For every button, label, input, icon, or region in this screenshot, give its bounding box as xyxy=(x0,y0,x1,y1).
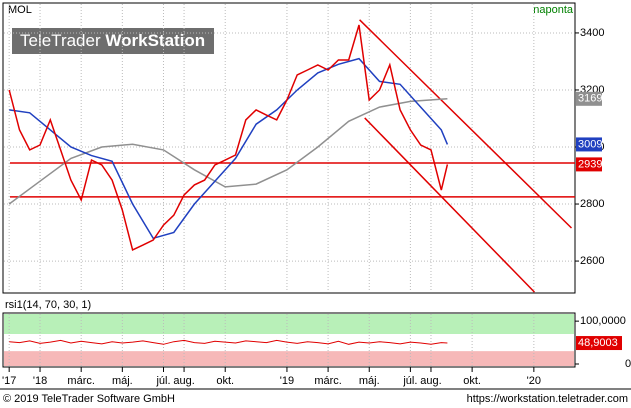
series-line xyxy=(8,98,448,205)
watermark: TeleTrader WorkStation xyxy=(12,28,214,54)
rsi-title: rsi1(14, 70, 30, 1) xyxy=(5,299,91,311)
x-tick-label: márc. xyxy=(314,375,342,387)
interval: naponta xyxy=(533,4,574,16)
x-tick-label: júl. xyxy=(402,375,417,387)
y-tick-label: 3400 xyxy=(580,27,604,39)
y-tick-label: 0 xyxy=(625,358,631,370)
x-tick-label: aug. xyxy=(420,375,441,387)
value-tag xyxy=(576,137,602,152)
value-tag-label: 3169 xyxy=(578,93,602,105)
x-tick-label: márc. xyxy=(67,375,95,387)
rsi-line xyxy=(9,339,448,345)
x-tick-label: okt. xyxy=(463,375,481,387)
x-tick-label: máj. xyxy=(359,375,380,387)
x-tick-label: okt. xyxy=(216,375,234,387)
value-tag-label: 2939 xyxy=(578,158,602,170)
oversold-band xyxy=(4,351,574,366)
series-line xyxy=(9,57,449,240)
trend-line xyxy=(359,19,573,229)
y-tick-label: 2800 xyxy=(580,198,604,210)
x-tick-label: júl. xyxy=(155,375,170,387)
x-tick-label: máj. xyxy=(112,375,133,387)
watermark-text: TeleTrader WorkStation xyxy=(20,31,205,50)
y-tick-label: 2600 xyxy=(580,255,604,267)
value-tag xyxy=(576,157,602,172)
x-tick-label: aug. xyxy=(173,375,194,387)
value-tag xyxy=(576,91,602,106)
symbol: MOL xyxy=(8,4,32,16)
overbought-band xyxy=(4,314,574,334)
watermark-brand: TeleTrader xyxy=(20,31,101,50)
y-tick-label: 100,0000 xyxy=(580,315,626,327)
trend-line xyxy=(364,117,536,293)
value-tag-label: 3009 xyxy=(578,138,602,150)
url: https://workstation.teletrader.com xyxy=(467,393,628,405)
x-tick-label: '18 xyxy=(33,375,47,387)
x-tick-label: '19 xyxy=(280,375,294,387)
value-tag-label: 48,9003 xyxy=(578,337,618,349)
x-tick-label: '20 xyxy=(527,375,541,387)
watermark-product: WorkStation xyxy=(105,31,205,50)
x-tick-label: '17 xyxy=(2,375,16,387)
series-line xyxy=(8,24,449,251)
watermark-box xyxy=(12,28,214,54)
value-tag xyxy=(576,336,622,351)
copyright: © 2019 TeleTrader Software GmbH xyxy=(3,393,175,405)
